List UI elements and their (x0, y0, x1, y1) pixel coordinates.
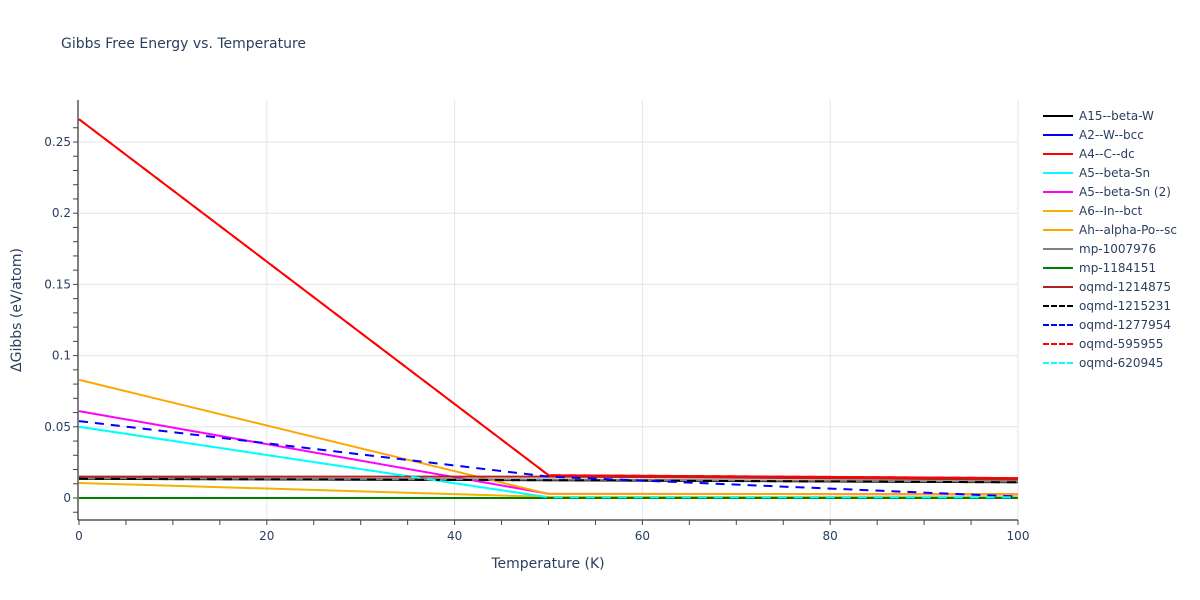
legend-line-icon (1043, 152, 1073, 155)
legend-item[interactable]: A6--In--bct (1040, 201, 1177, 220)
x-tick-label: 100 (1007, 529, 1030, 543)
legend-item[interactable]: A4--C--dc (1040, 144, 1177, 163)
legend-label: oqmd-1214875 (1079, 279, 1172, 294)
trace-oqmd-620945[interactable] (78, 425, 1018, 499)
y-axis-title: ΔGibbs (eV/atom) (9, 248, 25, 372)
trace-oqmd-1215231[interactable] (78, 477, 1019, 484)
legend-item[interactable]: A5--beta-Sn (1040, 163, 1177, 182)
legend-label: Ah--alpha-Po--sc (1079, 222, 1177, 237)
x-tick-label: 40 (447, 529, 462, 543)
legend-label: mp-1007976 (1079, 241, 1157, 256)
y-tick-label: 0.15 (44, 277, 71, 291)
x-tick-label: 80 (823, 529, 838, 543)
legend-line-icon (1043, 285, 1073, 288)
trace-a4-c-dc[interactable] (78, 118, 1019, 480)
legend-line-icon (1043, 228, 1073, 231)
legend-item[interactable]: oqmd-620945 (1040, 353, 1177, 372)
legend-item[interactable]: Ah--alpha-Po--sc (1040, 220, 1177, 239)
legend-line-icon (1043, 266, 1073, 269)
legend-line-icon (1043, 361, 1073, 364)
legend-label: A5--beta-Sn (2) (1079, 184, 1171, 199)
legend-item[interactable]: mp-1007976 (1040, 239, 1177, 258)
legend-line-icon (1043, 114, 1073, 117)
legend-label: A5--beta-Sn (1079, 165, 1151, 180)
legend-line-icon (1043, 247, 1073, 250)
legend-label: oqmd-595955 (1079, 336, 1164, 351)
gridlines (79, 100, 1019, 519)
legend-label: A2--W--bcc (1079, 127, 1144, 142)
legend-label: A4--C--dc (1079, 146, 1135, 161)
legend-label: A15--beta-W (1079, 108, 1154, 123)
y-tick-label: 0.1 (52, 349, 71, 363)
axes: 0 20 40 60 80 100 0 0.05 0.1 0.15 0.2 0.25 (44, 100, 1029, 543)
x-tick-label: 20 (259, 529, 274, 543)
traces (78, 118, 1019, 499)
legend-line-icon (1043, 304, 1073, 307)
legend-item[interactable]: A2--W--bcc (1040, 125, 1177, 144)
legend-label: oqmd-1215231 (1079, 298, 1172, 313)
y-tick-label: 0 (63, 491, 71, 505)
legend-item[interactable]: mp-1184151 (1040, 258, 1177, 277)
trace-oqmd-595955[interactable] (78, 118, 1019, 480)
legend-item[interactable]: A15--beta-W (1040, 106, 1177, 125)
legend-label: mp-1184151 (1079, 260, 1157, 275)
legend-label: oqmd-620945 (1079, 355, 1164, 370)
x-axis-title: Temperature (K) (490, 556, 604, 572)
legend-line-icon (1043, 133, 1073, 136)
legend-item[interactable]: oqmd-1214875 (1040, 277, 1177, 296)
x-tick-label: 0 (75, 529, 83, 543)
legend-item[interactable]: A5--beta-Sn (2) (1040, 182, 1177, 201)
trace-oqmd-1277954[interactable] (78, 420, 1019, 498)
trace-ah-alpha-po-sc[interactable] (78, 378, 1018, 495)
legend-line-icon (1043, 171, 1073, 174)
y-tick-label: 0.05 (44, 420, 71, 434)
y-tick-label: 0.2 (52, 206, 71, 220)
legend-line-icon (1043, 323, 1073, 326)
legend-item[interactable]: oqmd-1215231 (1040, 296, 1177, 315)
legend: A15--beta-W A2--W--bcc A4--C--dc A5--beta-S… (1040, 106, 1177, 372)
legend-label: A6--In--bct (1079, 203, 1143, 218)
legend-item[interactable]: oqmd-1277954 (1040, 315, 1177, 334)
legend-line-icon (1043, 342, 1073, 345)
legend-label: oqmd-1277954 (1079, 317, 1172, 332)
legend-line-icon (1043, 209, 1073, 212)
chart-title: Gibbs Free Energy vs. Temperature (61, 36, 307, 52)
y-tick-label: 0.25 (44, 135, 71, 149)
legend-line-icon (1043, 190, 1073, 193)
x-tick-label: 60 (635, 529, 650, 543)
legend-item[interactable]: oqmd-595955 (1040, 334, 1177, 353)
